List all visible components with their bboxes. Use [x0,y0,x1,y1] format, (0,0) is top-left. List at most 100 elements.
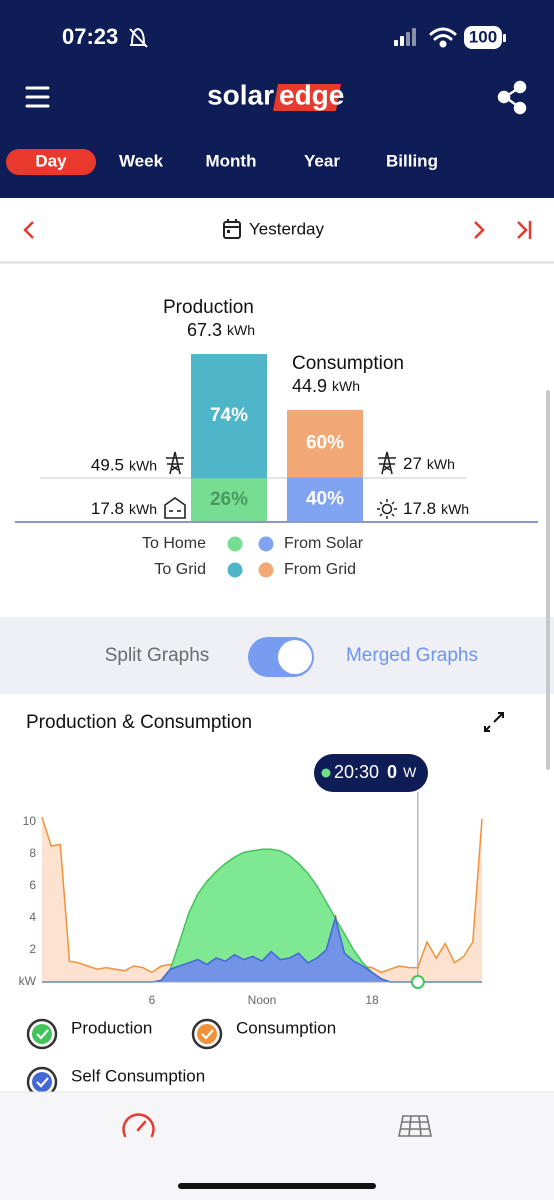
legend-check-inner[interactable] [197,1024,217,1044]
legend-swatch [258,562,274,578]
segment-amount-unit: kWh [129,457,157,473]
next-day[interactable] [474,221,485,239]
legend-swatch [227,562,243,578]
expand-button[interactable] [484,712,504,732]
chart-title: Production & Consumption [26,712,252,733]
legend-swatch [258,536,274,552]
legend-swatch [227,536,243,552]
segment-amount-value: 49.5 [91,456,124,475]
y-tick-label: 10 [23,814,37,828]
legend-check-inner[interactable] [32,1072,52,1092]
tab[interactable]: Year [304,151,340,170]
y-tick-label: 2 [29,942,36,956]
x-tick-label: 18 [365,993,379,1007]
y-tick-label: 4 [29,910,36,924]
legend-label[interactable]: Consumption [236,1018,336,1037]
bar-percent: 74% [210,405,248,426]
bar-segment [287,477,363,522]
bar-percent: 26% [210,489,248,510]
tooltip-dot [321,768,331,778]
y-tick-label: 6 [29,878,36,892]
summary-title: Consumption [292,353,404,374]
calendar-icon [223,219,241,239]
tooltip-bg [314,754,428,792]
summary-total-value: 44.9 [292,376,327,396]
toggle-left-label[interactable]: Split Graphs [105,645,210,666]
legend-label[interactable]: Production [71,1018,152,1037]
logo-right: edge [279,79,344,110]
tab[interactable]: Month [206,151,257,170]
grid-tower-icon [378,451,396,475]
segment-amount-unit: kWh [427,456,455,472]
bar-segment [287,409,363,478]
toggle-knob [278,640,312,674]
y-axis-label: kW [19,974,37,988]
divider [0,261,554,264]
home-indicator [178,1183,376,1189]
logo-left: solar [207,79,274,110]
wifi-icon [429,27,457,48]
cursor-point [410,975,425,989]
dashboard-tab[interactable] [122,1113,155,1138]
toggle-right-label[interactable]: Merged Graphs [346,645,478,666]
home-icon [164,497,186,519]
battery [464,26,502,49]
menu-button[interactable] [25,86,50,108]
share-button[interactable] [497,80,527,115]
bar-percent: 40% [306,489,344,510]
segment-amount-value: 17.8 [91,499,124,518]
legend-label[interactable]: Self Consumption [71,1066,205,1085]
segment-amount-value: 27 [403,455,422,474]
segment-amount-value: 17.8 [403,499,436,518]
legend-label: To Home [142,535,206,552]
battery-level: 100 [469,27,497,46]
tooltip-time: 20:30 [334,762,379,782]
summary-title: Production [163,297,254,318]
legend-label: From Grid [284,561,356,578]
legend-label: To Grid [154,561,206,578]
prev-day[interactable] [23,221,34,239]
legend-label: From Solar [284,535,364,552]
legend-check-inner[interactable] [32,1024,52,1044]
tab[interactable]: Week [119,151,164,170]
bar-segment [191,354,267,479]
tab[interactable]: Billing [386,151,438,170]
layout-tab[interactable] [398,1115,432,1137]
series-area [42,918,482,982]
summary-total: 67.3 kWh [187,320,255,340]
bell-slash-icon [129,27,148,48]
x-tick-label: 6 [149,993,156,1007]
tab[interactable]: Day [35,151,67,170]
summary-total-value: 67.3 [187,320,222,340]
tooltip-text: 20:30 0 W [334,762,417,782]
bar-segment [191,478,267,522]
battery-cap [503,34,506,42]
legend-checkmark [36,1077,49,1088]
grid-tower-icon [166,451,184,475]
bar-percent: 60% [306,433,344,454]
series-area [42,849,482,982]
segment-amount: 17.8 kWh [403,499,469,518]
logo-badge [273,84,341,111]
segment-amount: 49.5 kWh [91,456,157,475]
legend-checkmark [36,1029,49,1040]
signal-icon [394,28,416,46]
segment-amount-unit: kWh [129,501,157,517]
summary-total: 44.9 kWh [292,376,360,396]
tooltip-value: 0 [387,762,397,782]
bottom-nav [0,1092,554,1200]
status-time: 07:23 [62,24,118,49]
summary-total-unit: kWh [227,322,255,338]
date-label[interactable]: Yesterday [249,219,324,238]
last-day[interactable] [517,221,532,239]
summary-total-unit: kWh [332,378,360,394]
segment-amount: 27 kWh [403,455,455,474]
segment-amount-unit: kWh [441,501,469,517]
sun-icon [377,499,397,519]
tooltip-unit: W [403,764,417,780]
scrollbar [546,390,550,770]
segment-amount: 17.8 kWh [91,499,157,518]
x-tick-label: Noon [248,993,277,1007]
legend-checkmark [201,1029,214,1040]
